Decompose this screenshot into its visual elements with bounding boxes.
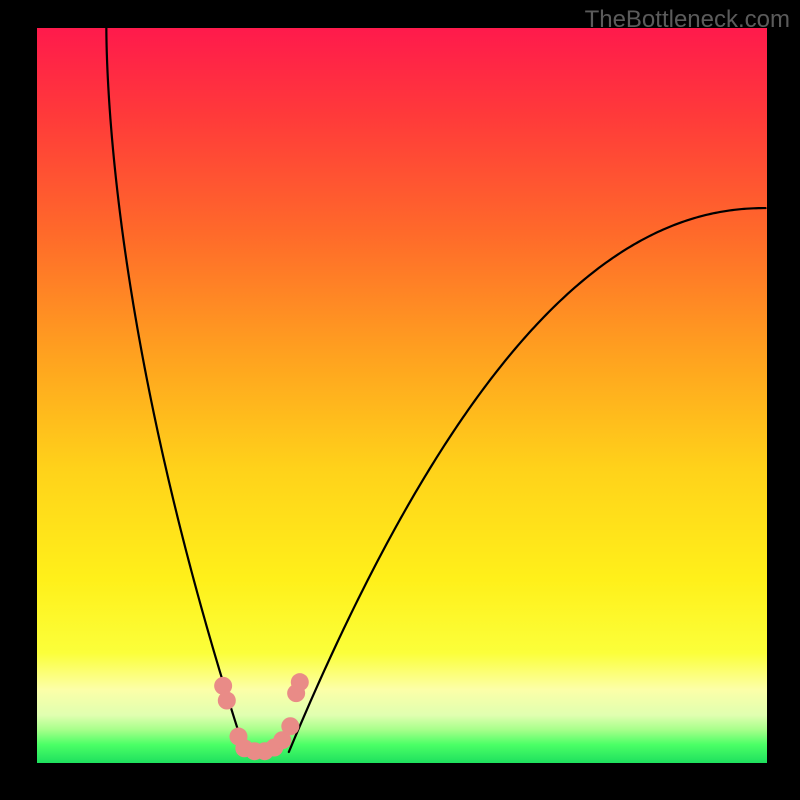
bottleneck-curve-segment (106, 28, 245, 752)
valley-marker (281, 717, 299, 735)
valley-marker (218, 692, 236, 710)
curve-layer (37, 28, 767, 763)
watermark-text: TheBottleneck.com (585, 6, 790, 34)
chart-stage: TheBottleneck.com (0, 0, 800, 800)
bottleneck-curve-segment (289, 208, 766, 752)
valley-marker (291, 673, 309, 691)
plot-area (37, 28, 767, 763)
valley-markers (214, 673, 309, 760)
